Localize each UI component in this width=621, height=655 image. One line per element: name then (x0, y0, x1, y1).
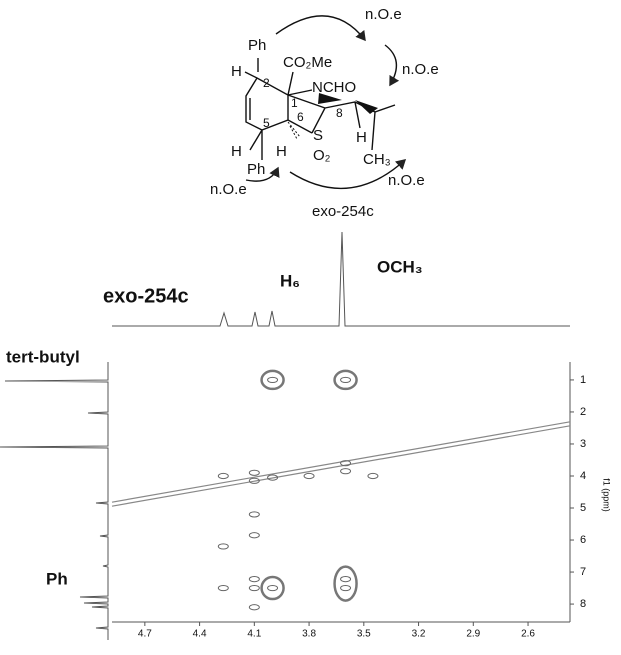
atom-label: Ph (247, 161, 265, 178)
cross-peak (340, 376, 352, 384)
atom-label: H (276, 143, 287, 160)
structure: Ph H 2 CO₂Me NCHO 1 6 8 5 S H CH₃ O₂ H P… (210, 6, 439, 198)
x-tick-label: 4.1 (247, 629, 261, 640)
cross-peak (248, 532, 260, 539)
atom-label: H (231, 143, 242, 160)
group-label: tert-butyl (6, 347, 80, 366)
highlight-circle (333, 565, 358, 602)
y-tick-label: 8 (580, 598, 586, 610)
cross-peak (340, 468, 352, 475)
atom-number: 5 (263, 116, 270, 130)
atom-label: S (313, 127, 323, 144)
x-tick-label: 2.9 (466, 629, 480, 640)
y-tick-label: 6 (580, 534, 586, 546)
atom-label: CH₃ (363, 151, 391, 168)
x-tick-label: 3.5 (357, 629, 371, 640)
cross-peak (267, 474, 279, 481)
y-tick-label: 4 (580, 470, 586, 482)
group-label: Ph (46, 569, 68, 588)
atom-label: H (356, 129, 367, 146)
y-tick-label: 3 (580, 438, 586, 450)
y-tick-label: 5 (580, 502, 586, 514)
noe-label: n.O.e (402, 61, 439, 78)
highlight-circle (260, 575, 285, 601)
atom-number: 8 (336, 106, 343, 120)
x-tick-label: 3.8 (302, 629, 316, 640)
noe-label: n.O.e (365, 6, 402, 23)
cross-peak (340, 575, 352, 583)
atom-label: Ph (248, 37, 266, 54)
compound-label: exo-254c (103, 285, 189, 307)
cross-peak (267, 376, 279, 384)
peak-label: OCH₃ (377, 257, 423, 276)
cross-peak (267, 584, 279, 592)
top-spectrum (112, 231, 570, 327)
y-tick-label: 1 (580, 374, 586, 386)
atom-number: 2 (263, 76, 270, 90)
diagonal (111, 425, 571, 507)
x-tick-label: 4.7 (138, 629, 152, 640)
y-tick-label: 7 (580, 566, 586, 578)
noe-label: n.O.e (210, 181, 247, 198)
cross-peak (248, 511, 260, 518)
left-spectrum (0, 362, 109, 640)
cross-peak (340, 584, 352, 592)
x-tick-label: 2.6 (521, 629, 535, 640)
cross-peak (367, 472, 379, 480)
highlight-circle (333, 369, 358, 391)
cross-peak (340, 460, 352, 467)
cross-peak (248, 604, 260, 611)
peak-label: H₆ (280, 271, 300, 290)
cross-peak (217, 584, 229, 592)
cross-peak (248, 575, 260, 583)
cross-peak (303, 472, 315, 480)
x-tick-label: 3.2 (412, 629, 426, 640)
atom-label: NCHO (312, 79, 356, 96)
cross-peak (217, 543, 229, 550)
atom-label: H (231, 63, 242, 80)
cross-peak (248, 469, 260, 476)
x-tick-label: 4.4 (193, 629, 207, 640)
atom-number: 6 (297, 110, 304, 124)
atom-label: CO₂Me (283, 54, 332, 71)
cross-peak (248, 584, 260, 592)
atom-number: 1 (291, 96, 298, 110)
y-tick-label: 2 (580, 406, 586, 418)
noe-label: n.O.e (388, 172, 425, 189)
cross-peak (248, 477, 260, 484)
cross-peak (217, 472, 229, 480)
atom-label: O₂ (313, 147, 331, 164)
compound-label: exo-254c (312, 203, 374, 220)
highlight-circle (260, 369, 285, 391)
y-axis-label: f1 (ppm) (602, 478, 612, 512)
